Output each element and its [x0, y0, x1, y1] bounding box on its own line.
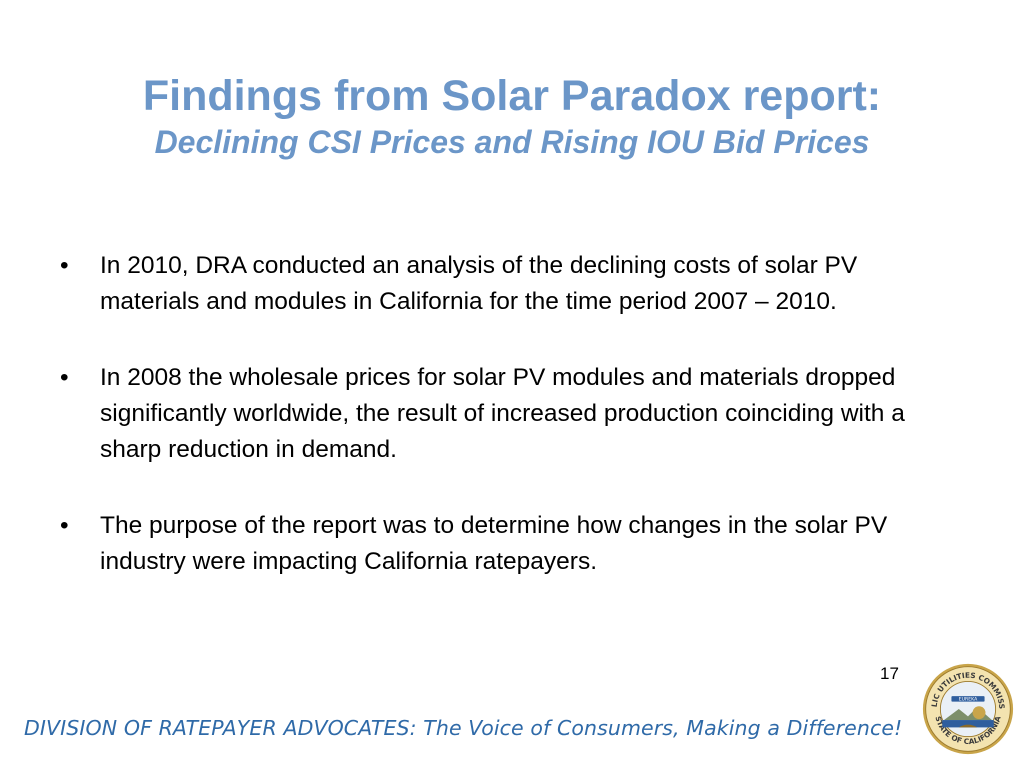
bullet-text: The purpose of the report was to determi… [100, 512, 888, 575]
bullet-list: • In 2010, DRA conducted an analysis of … [56, 248, 956, 620]
slide-title: Findings from Solar Paradox report: [142, 72, 882, 120]
bullet-icon: • [60, 252, 69, 279]
slide-title-block: Findings from Solar Paradox report: Decl… [0, 70, 1024, 162]
bullet-icon: • [60, 512, 69, 539]
bullet-item: • The purpose of the report was to deter… [56, 508, 956, 580]
page-number: 17 [880, 664, 899, 683]
slide-subtitle: Declining CSI Prices and Rising IOU Bid … [154, 124, 870, 160]
footer-tagline: DIVISION OF RATEPAYER ADVOCATES: The Voi… [24, 716, 903, 740]
bullet-text: In 2008 the wholesale prices for solar P… [100, 364, 905, 463]
bullet-item: • In 2008 the wholesale prices for solar… [56, 360, 956, 468]
bullet-icon: • [60, 364, 69, 391]
cpuc-seal-icon: PUBLIC UTILITIES COMMISSION STATE OF CAL… [922, 663, 1014, 755]
seal-banner-text: EUREKA [959, 697, 978, 703]
bullet-text: In 2010, DRA conducted an analysis of th… [100, 252, 858, 315]
bullet-item: • In 2010, DRA conducted an analysis of … [56, 248, 956, 320]
